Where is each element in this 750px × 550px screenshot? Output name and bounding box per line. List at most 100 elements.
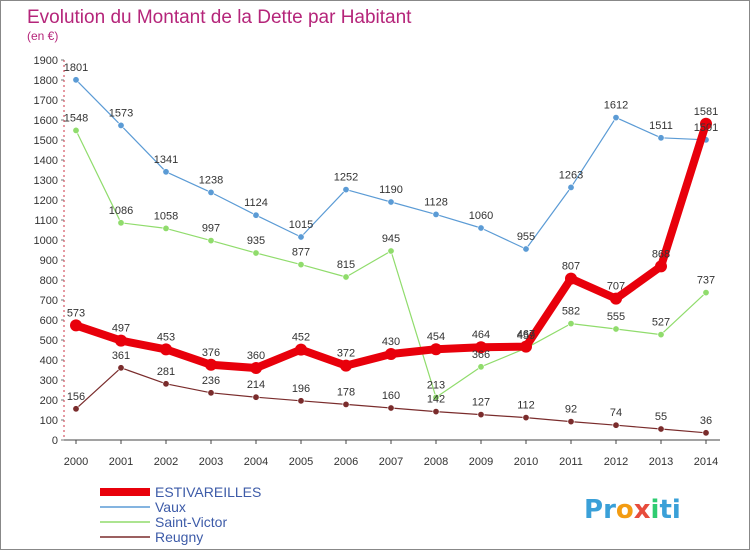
data-label-vaux: 1573	[109, 107, 133, 119]
data-label-saint-victor: 815	[337, 259, 355, 271]
data-label-estivareilles: 1581	[694, 106, 718, 118]
logo-letter: i	[651, 495, 660, 525]
point-estivareilles	[475, 341, 487, 354]
data-label-estivareilles: 497	[112, 323, 130, 335]
point-estivareilles	[340, 359, 352, 372]
x-tick-label: 2008	[424, 456, 448, 468]
data-label-vaux: 1060	[469, 210, 493, 222]
point-estivareilles	[295, 343, 307, 356]
data-label-estivareilles: 807	[562, 261, 580, 273]
point-reugny	[567, 418, 575, 426]
chart-subtitle: (en €)	[27, 29, 58, 43]
chart-title: Evolution du Montant de la Dette par Hab…	[27, 7, 412, 28]
point-reugny	[387, 404, 395, 412]
y-tick-label: 1100	[34, 215, 58, 227]
x-tick-label: 2002	[154, 456, 178, 468]
data-label-reugny: 178	[337, 386, 355, 398]
data-label-estivareilles: 452	[292, 332, 310, 344]
point-reugny	[612, 421, 620, 429]
point-saint-victor	[612, 325, 620, 333]
point-estivareilles	[70, 319, 82, 332]
x-tick-label: 2012	[604, 456, 628, 468]
point-saint-victor	[657, 331, 665, 339]
data-label-vaux: 1263	[559, 169, 583, 181]
data-label-estivareilles: 868	[652, 248, 670, 260]
y-tick-label: 0	[52, 435, 58, 447]
data-label-vaux: 1501	[694, 122, 718, 134]
data-labels-layer: 156 361 281 236 214 196 178 160 142 127 112 92 74 55 3…	[64, 62, 718, 427]
point-estivareilles	[655, 260, 667, 273]
logo-letter: r	[603, 495, 616, 525]
point-saint-victor	[117, 219, 125, 227]
data-label-saint-victor: 213	[427, 379, 445, 391]
point-reugny	[162, 380, 170, 388]
point-reugny	[252, 393, 260, 401]
data-label-estivareilles: 454	[427, 331, 445, 343]
data-label-saint-victor: 527	[652, 317, 670, 329]
point-estivareilles	[610, 292, 622, 305]
logo-letter: P	[584, 495, 603, 525]
y-tick-label: 1000	[34, 235, 58, 247]
data-label-saint-victor: 997	[202, 223, 220, 235]
point-vaux	[117, 121, 125, 129]
point-vaux	[72, 76, 80, 84]
x-tick-label: 2006	[334, 456, 358, 468]
x-tick-label: 2005	[289, 456, 313, 468]
data-label-saint-victor: 945	[382, 233, 400, 245]
y-tick-label: 1700	[34, 95, 58, 107]
data-label-saint-victor: 1086	[109, 205, 133, 217]
data-label-estivareilles: 430	[382, 336, 400, 348]
logo-letter: i	[672, 495, 681, 525]
y-tick-label: 1500	[34, 135, 58, 147]
point-estivareilles	[385, 348, 397, 360]
data-label-reugny: 142	[427, 394, 445, 406]
point-vaux	[522, 245, 530, 253]
point-estivareilles	[520, 340, 532, 353]
data-label-reugny: 55	[655, 411, 667, 423]
x-tick-label: 2001	[109, 456, 133, 468]
y-tick-label: 800	[40, 275, 58, 287]
point-saint-victor	[567, 320, 575, 328]
data-label-vaux: 1801	[64, 62, 88, 74]
data-label-estivareilles: 573	[67, 307, 85, 319]
point-vaux	[657, 134, 665, 142]
x-tick-label: 2007	[379, 456, 403, 468]
logo-letter: o	[616, 495, 634, 525]
point-saint-victor	[72, 126, 80, 134]
x-tick-label: 2010	[514, 456, 538, 468]
y-tick-label: 500	[40, 335, 58, 347]
point-saint-victor	[162, 224, 170, 232]
x-tick-label: 2014	[694, 456, 718, 468]
point-reugny	[522, 414, 530, 422]
data-label-saint-victor: 935	[247, 235, 265, 247]
point-vaux	[162, 168, 170, 176]
x-tick-label: 2013	[649, 456, 673, 468]
data-label-reugny: 36	[700, 415, 712, 427]
point-reugny	[207, 389, 215, 397]
data-label-reugny: 92	[565, 404, 577, 416]
y-tick-label: 1600	[34, 115, 58, 127]
point-saint-victor	[432, 393, 440, 401]
x-tick-label: 2004	[244, 456, 268, 468]
point-saint-victor	[702, 289, 710, 297]
y-tick-label: 1400	[34, 155, 58, 167]
point-saint-victor	[387, 247, 395, 255]
legend-label-vaux: Vaux	[155, 499, 186, 515]
data-label-saint-victor: 459	[517, 330, 535, 342]
y-tick-label: 900	[40, 255, 58, 267]
data-label-vaux: 1190	[379, 184, 403, 196]
data-label-saint-victor: 582	[562, 306, 580, 318]
point-estivareilles	[250, 362, 262, 374]
data-label-vaux: 1238	[199, 174, 223, 186]
y-tick-label: 1300	[34, 175, 58, 187]
point-estivareilles	[205, 358, 217, 371]
point-vaux	[477, 224, 485, 232]
data-label-reugny: 74	[610, 407, 622, 419]
data-label-estivareilles: 464	[472, 329, 490, 341]
data-label-reugny: 236	[202, 375, 220, 387]
point-vaux	[297, 233, 305, 241]
x-tick-label: 2009	[469, 456, 493, 468]
data-label-saint-victor: 1548	[64, 112, 88, 124]
